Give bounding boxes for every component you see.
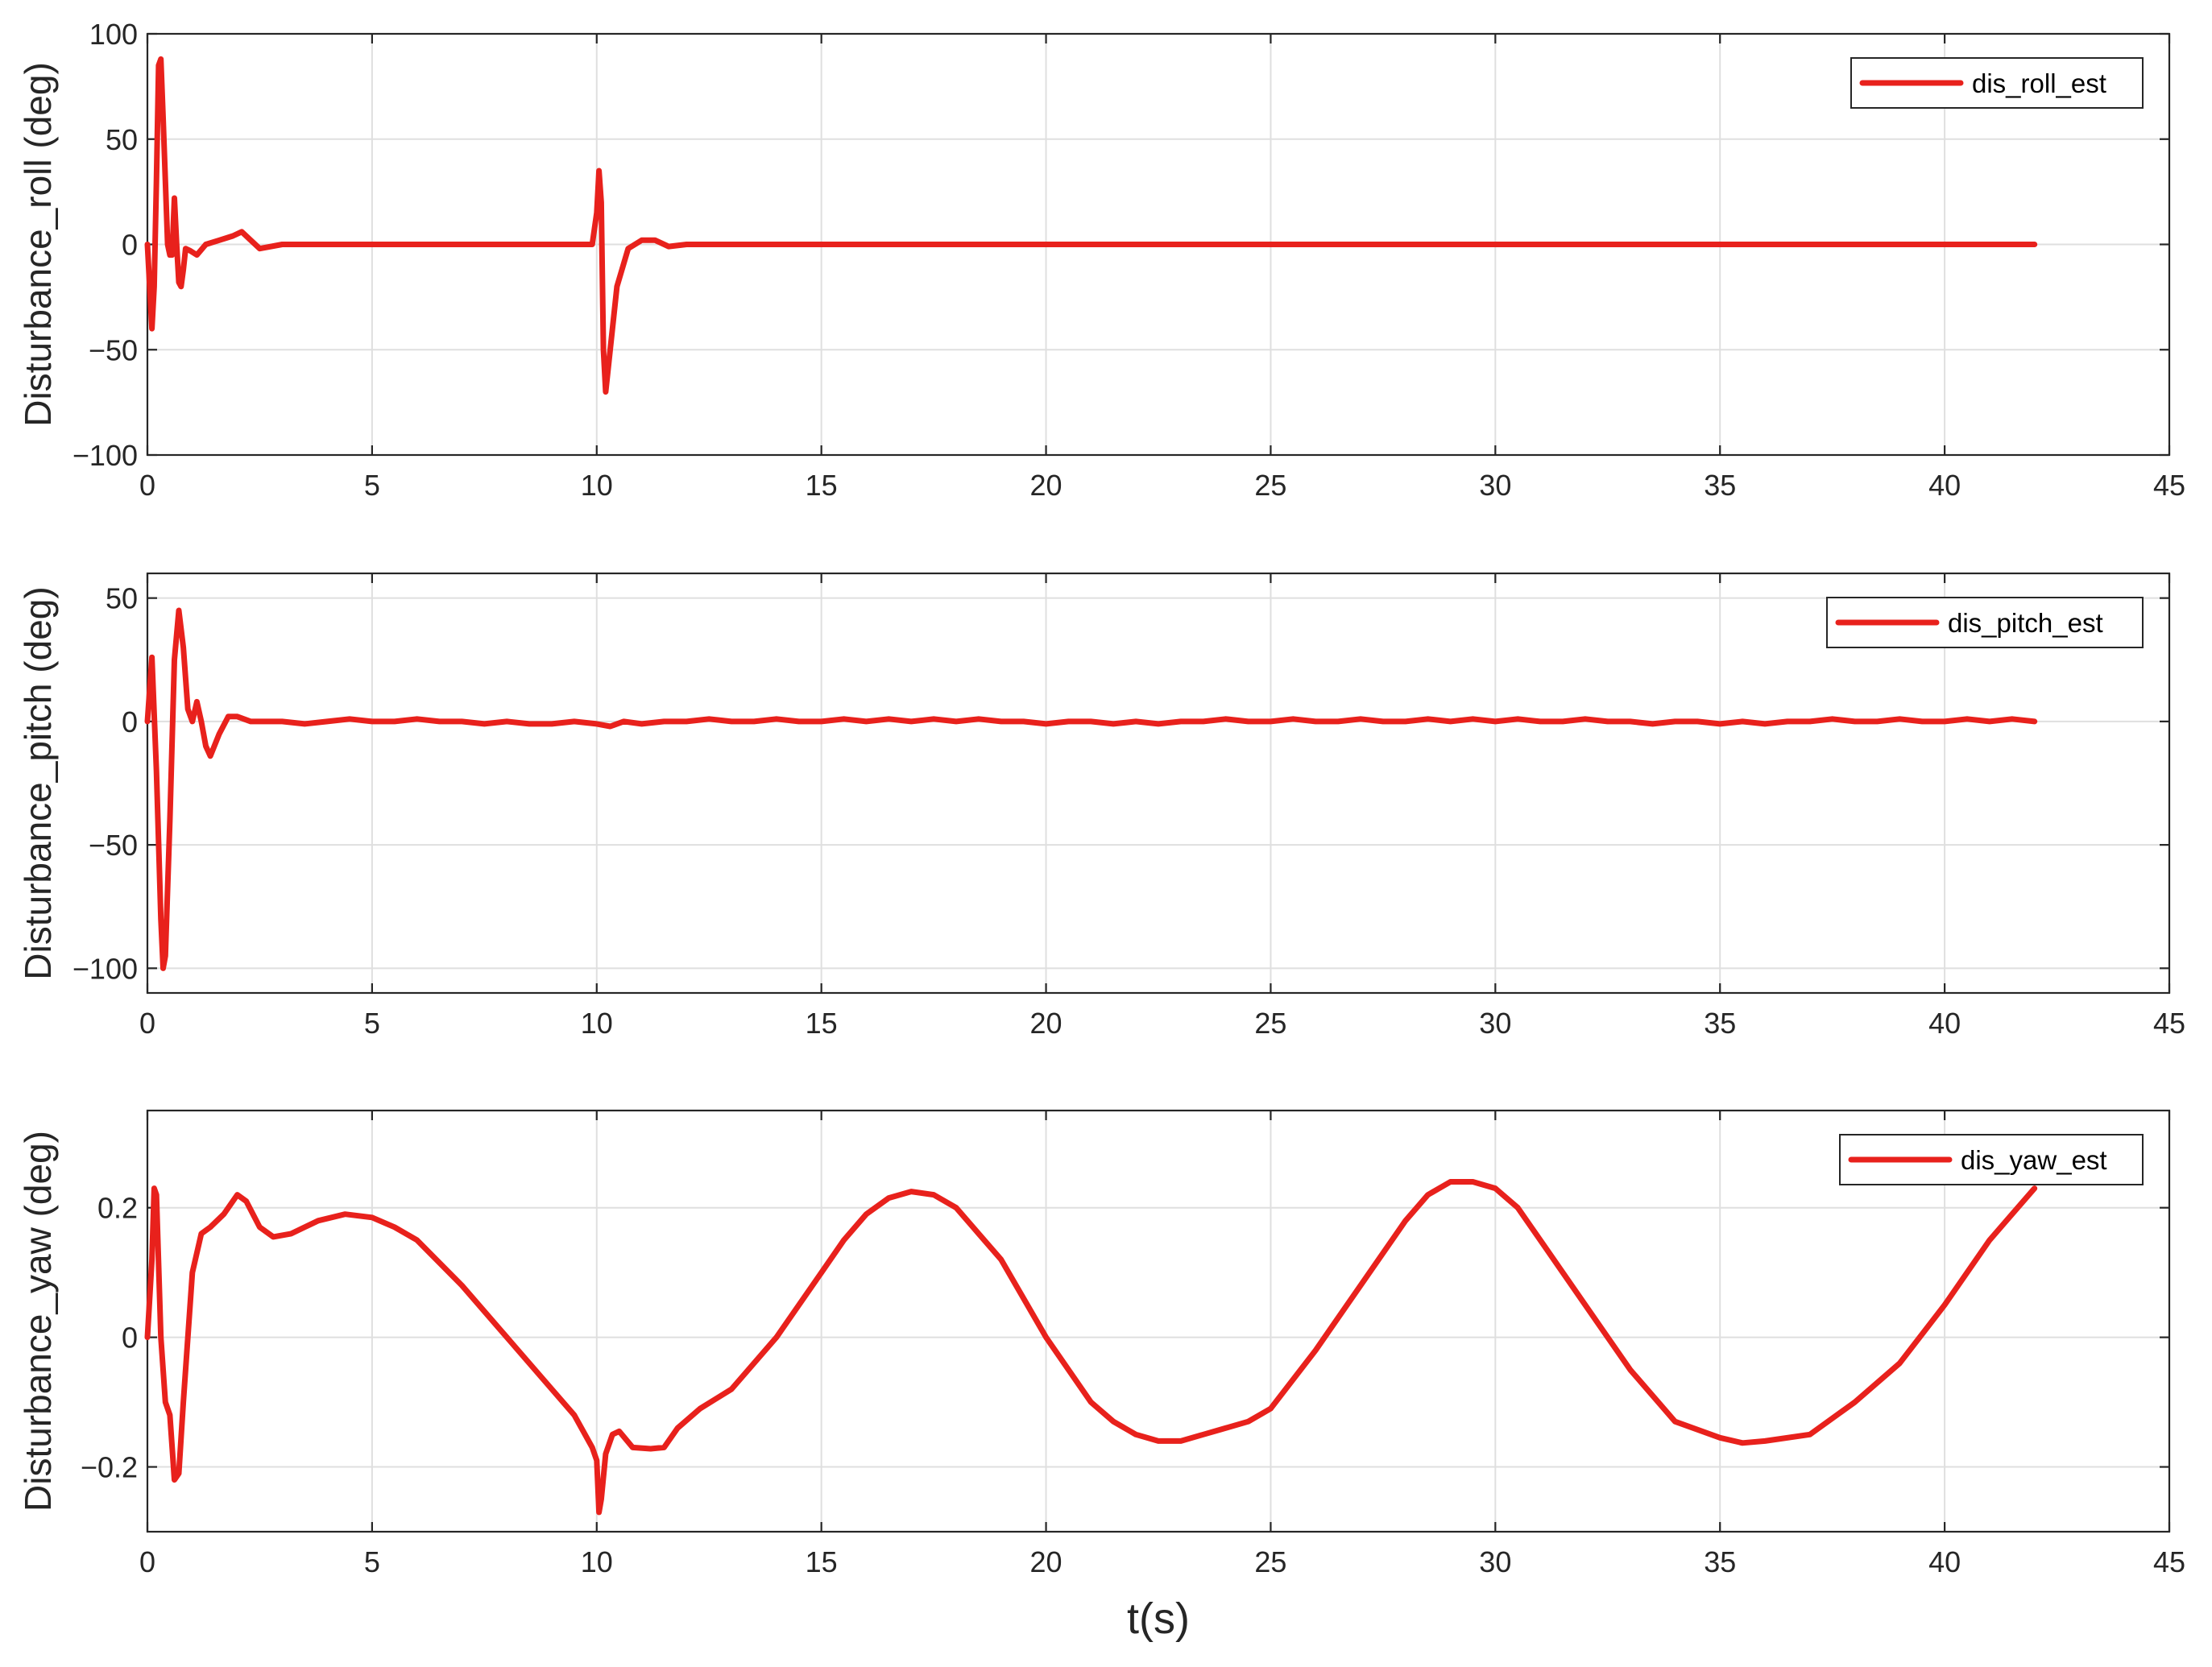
x-tick-label: 10 xyxy=(581,469,613,502)
y-tick-label: −50 xyxy=(89,829,138,862)
legend-label: dis_yaw_est xyxy=(1961,1145,2107,1175)
y-tick-label: −0.2 xyxy=(81,1451,138,1484)
y-axis-label: Disturbance_pitch (deg) xyxy=(17,586,59,979)
x-tick-label: 5 xyxy=(364,1545,380,1578)
y-tick-label: 0 xyxy=(122,229,138,262)
x-tick-label: 45 xyxy=(2153,469,2185,502)
y-tick-label: 50 xyxy=(106,582,138,615)
x-tick-label: 35 xyxy=(1704,469,1736,502)
legend-label: dis_roll_est xyxy=(1972,68,2106,98)
y-tick-label: 0 xyxy=(122,705,138,738)
x-tick-label: 15 xyxy=(806,1545,838,1578)
x-tick-label: 5 xyxy=(364,1007,380,1040)
x-tick-label: 15 xyxy=(806,1007,838,1040)
y-tick-label: −100 xyxy=(72,952,138,985)
legend: dis_roll_est xyxy=(1850,57,2144,109)
x-tick-label: 0 xyxy=(139,1007,155,1040)
x-tick-label: 25 xyxy=(1254,1007,1286,1040)
legend: dis_pitch_est xyxy=(1826,597,2144,648)
x-tick-label: 10 xyxy=(581,1545,613,1578)
series-line-dis_yaw_est xyxy=(144,1179,2038,1516)
y-tick-label: −50 xyxy=(89,333,138,366)
y-axis-label: Disturbance_roll (deg) xyxy=(17,62,59,427)
x-tick-label: 20 xyxy=(1030,1007,1063,1040)
y-axis-label: Disturbance_yaw (deg) xyxy=(17,1131,59,1512)
x-axis-label: t(s) xyxy=(1127,1595,1190,1643)
x-tick-label: 25 xyxy=(1254,469,1286,502)
x-tick-label: 35 xyxy=(1704,1545,1736,1578)
x-tick-label: 0 xyxy=(139,1545,155,1578)
x-tick-label: 40 xyxy=(1928,1545,1961,1578)
x-tick-label: 5 xyxy=(364,469,380,502)
y-tick-label: 100 xyxy=(89,18,138,51)
x-tick-label: 15 xyxy=(806,469,838,502)
y-tick-label: 0.2 xyxy=(97,1192,138,1225)
x-tick-label: 20 xyxy=(1030,469,1063,502)
series-line-dis_pitch_est xyxy=(144,607,2038,971)
y-tick-label: 50 xyxy=(106,123,138,156)
x-tick-label: 30 xyxy=(1479,1007,1511,1040)
subplot-2: 0 5 10 15 20 25 30 35 40 45 −100 −50 0 50 Disturbance_… xyxy=(17,572,2185,1040)
x-tick-label: 25 xyxy=(1254,1545,1286,1578)
x-tick-label: 45 xyxy=(2153,1007,2185,1040)
subplot-3: 0 5 10 15 20 25 30 35 40 45 −0.2 0 0.2 Disturbance_ya… xyxy=(17,1109,2185,1578)
x-tick-label: 20 xyxy=(1030,1545,1063,1578)
x-tick-label: 30 xyxy=(1479,1545,1511,1578)
subplot-1: 0 5 10 15 20 25 30 35 40 45 −100 −50 0 50 100 Disturban… xyxy=(17,18,2185,502)
series-line-dis_roll_est xyxy=(144,56,2038,395)
x-tick-label: 45 xyxy=(2153,1545,2185,1578)
y-tick-label: −100 xyxy=(72,439,138,472)
x-tick-label: 40 xyxy=(1928,469,1961,502)
x-tick-label: 10 xyxy=(581,1007,613,1040)
x-tick-label: 30 xyxy=(1479,469,1511,502)
legend-label: dis_pitch_est xyxy=(1948,608,2103,638)
legend: dis_yaw_est xyxy=(1839,1134,2144,1185)
x-tick-label: 0 xyxy=(139,469,155,502)
x-tick-label: 40 xyxy=(1928,1007,1961,1040)
x-tick-label: 35 xyxy=(1704,1007,1736,1040)
axes-box xyxy=(146,572,2171,995)
y-tick-label: 0 xyxy=(122,1322,138,1355)
